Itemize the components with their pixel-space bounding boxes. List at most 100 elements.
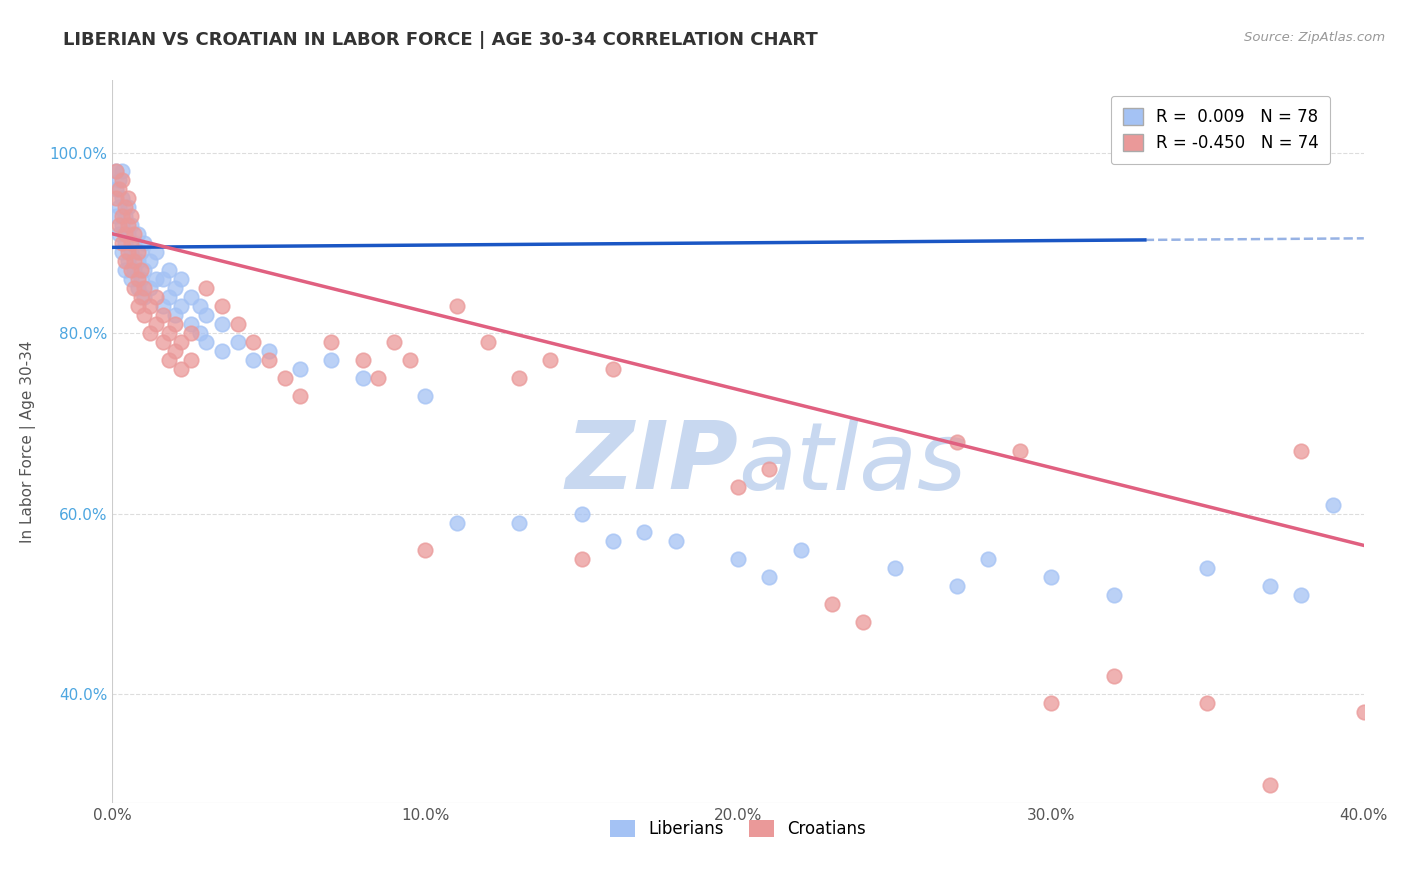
Point xyxy=(145,244,167,259)
Point xyxy=(152,335,174,350)
Point xyxy=(602,533,624,548)
Point xyxy=(107,200,129,214)
Point xyxy=(157,353,180,368)
Point xyxy=(180,317,202,331)
Point xyxy=(117,191,139,205)
Point xyxy=(107,172,129,186)
Point xyxy=(111,163,134,178)
Point xyxy=(114,254,136,268)
Point xyxy=(157,326,180,341)
Point xyxy=(1291,443,1313,458)
Point xyxy=(883,561,905,575)
Point xyxy=(758,570,780,584)
Point xyxy=(117,227,139,241)
Point xyxy=(211,317,233,331)
Point xyxy=(1322,498,1344,512)
Point xyxy=(107,182,129,196)
Point xyxy=(127,227,149,241)
Point xyxy=(758,461,780,475)
Point xyxy=(290,389,312,403)
Point xyxy=(1197,561,1219,575)
Point xyxy=(170,272,193,286)
Point xyxy=(226,335,249,350)
Point xyxy=(290,362,312,376)
Point xyxy=(352,371,374,385)
Point xyxy=(946,579,969,593)
Point xyxy=(446,516,468,530)
Point xyxy=(1102,588,1125,602)
Point xyxy=(398,353,420,368)
Point xyxy=(124,263,146,277)
Point xyxy=(1039,697,1063,711)
Point xyxy=(117,218,139,232)
Point xyxy=(977,552,1000,566)
Point xyxy=(124,281,146,295)
Point xyxy=(132,290,155,304)
Point xyxy=(129,263,152,277)
Point xyxy=(152,299,174,313)
Point xyxy=(540,353,562,368)
Y-axis label: In Labor Force | Age 30-34: In Labor Force | Age 30-34 xyxy=(20,340,35,543)
Point xyxy=(163,308,186,322)
Point xyxy=(188,299,211,313)
Point xyxy=(415,389,437,403)
Point xyxy=(107,218,129,232)
Point xyxy=(107,227,129,241)
Point xyxy=(321,353,343,368)
Point xyxy=(415,542,437,557)
Point xyxy=(170,362,193,376)
Point xyxy=(163,344,186,359)
Point xyxy=(1008,443,1031,458)
Point xyxy=(1258,778,1281,792)
Point xyxy=(195,281,218,295)
Point xyxy=(132,235,155,250)
Point xyxy=(163,281,186,295)
Point xyxy=(111,209,134,223)
Point xyxy=(211,299,233,313)
Point xyxy=(127,299,149,313)
Point xyxy=(127,254,149,268)
Point xyxy=(145,317,167,331)
Point xyxy=(127,244,149,259)
Point xyxy=(1291,588,1313,602)
Point xyxy=(321,335,343,350)
Text: Source: ZipAtlas.com: Source: ZipAtlas.com xyxy=(1244,31,1385,45)
Point xyxy=(352,353,374,368)
Point xyxy=(114,209,136,223)
Point xyxy=(111,218,134,232)
Point xyxy=(139,281,162,295)
Point xyxy=(120,263,142,277)
Point xyxy=(242,353,264,368)
Point xyxy=(170,335,193,350)
Point xyxy=(127,272,149,286)
Point xyxy=(633,524,655,539)
Point xyxy=(104,163,127,178)
Point xyxy=(104,182,127,196)
Point xyxy=(139,326,162,341)
Point xyxy=(180,290,202,304)
Point xyxy=(139,299,162,313)
Point xyxy=(132,281,155,295)
Point xyxy=(195,308,218,322)
Point xyxy=(129,244,152,259)
Legend: Liberians, Croatians: Liberians, Croatians xyxy=(603,814,873,845)
Text: LIBERIAN VS CROATIAN IN LABOR FORCE | AGE 30-34 CORRELATION CHART: LIBERIAN VS CROATIAN IN LABOR FORCE | AG… xyxy=(63,31,818,49)
Point xyxy=(1039,570,1063,584)
Point xyxy=(120,272,142,286)
Point xyxy=(727,552,749,566)
Point xyxy=(120,244,142,259)
Point xyxy=(446,299,468,313)
Point xyxy=(117,254,139,268)
Point xyxy=(1102,669,1125,683)
Point xyxy=(852,615,875,630)
Point xyxy=(117,244,139,259)
Point xyxy=(946,434,969,449)
Point xyxy=(114,263,136,277)
Point xyxy=(1258,579,1281,593)
Point xyxy=(211,344,233,359)
Point xyxy=(104,191,127,205)
Point xyxy=(790,542,813,557)
Point xyxy=(508,516,530,530)
Point xyxy=(124,254,146,268)
Text: ZIP: ZIP xyxy=(565,417,738,509)
